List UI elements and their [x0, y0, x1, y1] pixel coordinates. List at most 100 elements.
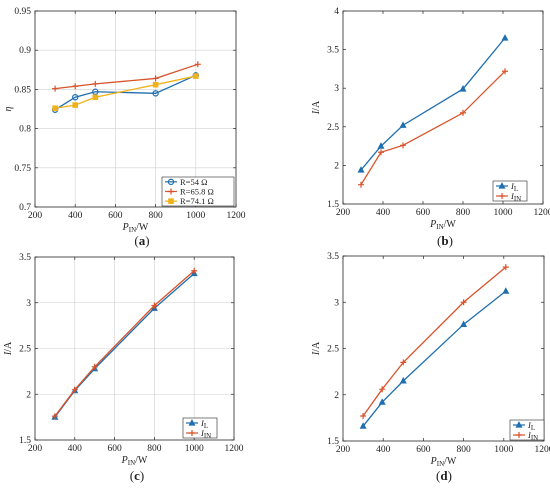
label-sub: L	[514, 185, 518, 193]
label-sub: IN	[437, 460, 444, 468]
y-tick-label: 0.8	[19, 125, 31, 135]
x-tick-label: 1200	[225, 444, 244, 454]
y-tick-label: 3.5	[327, 252, 339, 262]
data-point	[378, 149, 384, 155]
x-tick-label: 800	[147, 444, 162, 454]
label-main: P	[430, 456, 437, 467]
x-tick-label: 1000	[186, 211, 205, 221]
y-axis-label: η	[3, 106, 14, 111]
y-tick-label: 2	[26, 390, 31, 400]
chart-panel-b: 200400600800100012001.522.533.54PIN/WI/A…	[311, 7, 550, 248]
y-tick-label: 3.5	[19, 253, 31, 263]
label-sub: IN	[204, 432, 211, 440]
x-tick-label: 800	[456, 445, 471, 455]
panel-label: (b)	[437, 233, 453, 248]
y-axis-label: I/A	[3, 341, 14, 356]
x-tick-label: 800	[456, 208, 471, 218]
y-tick-label: 2.5	[19, 345, 31, 355]
label-main: η	[3, 106, 14, 111]
y-tick-label: 2	[334, 391, 339, 401]
series-line	[55, 273, 194, 417]
label-sub: L	[204, 422, 208, 430]
label-main: P	[122, 222, 129, 233]
y-tick-label: 0.95	[14, 7, 31, 17]
legend-entry: R=65.8 Ω	[180, 187, 214, 197]
legend-a: R=54 ΩR=65.8 ΩR=74.1 Ω	[162, 177, 234, 206]
data-point	[73, 103, 78, 108]
x-tick-label: 400	[376, 445, 391, 455]
data-point	[153, 75, 159, 81]
legend-marker	[169, 199, 174, 204]
x-tick-label: 400	[68, 211, 83, 221]
label-unit: /W	[135, 455, 148, 466]
x-tick-label: 800	[148, 211, 163, 221]
x-tick-label: 600	[108, 211, 123, 221]
label-sub: IN	[531, 434, 538, 442]
panel-label: (d)	[436, 468, 452, 483]
x-tick-label: 400	[68, 444, 83, 454]
x-tick-label: 600	[416, 445, 431, 455]
data-point	[503, 288, 509, 294]
y-tick-label: 4	[334, 7, 339, 17]
x-tick-label: 600	[416, 208, 431, 218]
panel-paren-close: )	[449, 233, 453, 248]
series-b-1	[358, 68, 508, 187]
series-line	[55, 64, 198, 88]
chart-panel-d: 200400600800100012001.522.533.5PIN/WI/AI…	[311, 252, 550, 483]
label-sub: IN	[514, 195, 521, 203]
panel-letter: b	[441, 233, 448, 248]
y-tick-label: 1.5	[327, 437, 339, 447]
legend-entry: R=74.1 Ω	[180, 196, 214, 206]
label-unit: /A	[3, 341, 14, 352]
series-d-0	[360, 288, 509, 429]
series-c-0	[52, 270, 197, 419]
y-tick-label: 3	[334, 84, 339, 94]
x-tick-label: 600	[107, 444, 122, 454]
label-unit: /W	[136, 222, 149, 233]
y-tick-label: 2	[334, 161, 339, 171]
y-axis-label: I/A	[311, 341, 322, 356]
data-point	[72, 83, 78, 89]
x-tick-label: 400	[376, 208, 391, 218]
label-unit: /A	[311, 341, 322, 352]
label-main: P	[429, 219, 436, 230]
y-tick-label: 3.5	[327, 46, 339, 56]
x-tick-label: 1000	[185, 444, 204, 454]
data-point	[92, 81, 98, 87]
series-line	[361, 38, 505, 170]
x-tick-label: 1200	[534, 208, 550, 218]
y-tick-label: 3	[334, 298, 339, 308]
label-main: P	[121, 455, 128, 466]
panel-paren-close: )	[140, 468, 144, 483]
data-point	[502, 35, 508, 41]
legend-box	[183, 418, 217, 438]
y-axis-label: I/A	[311, 100, 322, 115]
y-tick-label: 2.5	[327, 123, 339, 133]
y-tick-label: 0.75	[14, 164, 31, 174]
series-a-1	[52, 61, 201, 91]
label-sub: IN	[128, 459, 135, 467]
legend-box	[510, 420, 544, 440]
data-point	[400, 142, 406, 148]
series-d-1	[360, 264, 509, 419]
x-tick-label: 1000	[494, 445, 513, 455]
data-point	[153, 82, 158, 87]
y-tick-label: 3	[26, 299, 31, 309]
y-tick-label: 1.5	[327, 200, 339, 210]
data-point	[52, 86, 58, 92]
label-unit: /W	[444, 219, 457, 230]
y-tick-label: 0.9	[19, 46, 31, 56]
y-tick-label: 2.5	[327, 345, 339, 355]
legend-entry: R=54 Ω	[180, 177, 207, 187]
data-point	[93, 95, 98, 100]
data-point	[400, 122, 406, 128]
panel-paren-close: )	[448, 468, 452, 483]
plot-frame	[343, 11, 543, 204]
label-sub: L	[531, 424, 535, 432]
